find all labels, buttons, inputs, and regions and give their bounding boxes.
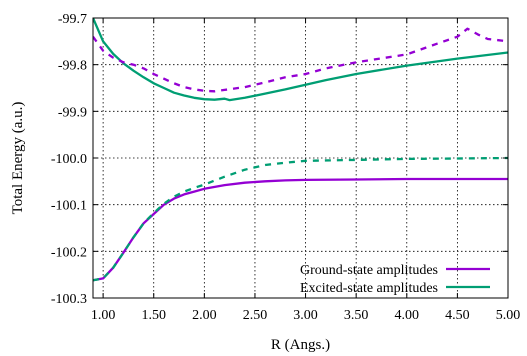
x-tick-label: 2.00	[192, 308, 217, 323]
legend: Ground-state amplitudes Excited-state amp…	[300, 263, 490, 296]
legend-label: Ground-state amplitudes	[300, 263, 438, 278]
y-tick-label: -99.7	[58, 12, 87, 27]
series-line-3	[93, 27, 508, 93]
x-tick-label: 2.50	[243, 308, 268, 323]
y-tick-label: -100.0	[51, 152, 87, 167]
series-layer	[93, 18, 508, 282]
y-tick-label: -100.3	[51, 292, 87, 307]
x-axis-label: R (Angs.)	[271, 337, 330, 353]
x-tick-label: 1.50	[141, 308, 166, 323]
x-tick-label: 3.00	[293, 308, 318, 323]
x-tick-label: 1.00	[91, 308, 116, 323]
y-tick-label: -100.1	[51, 199, 87, 214]
x-tick-label: 4.00	[395, 308, 420, 323]
y-tick-label: -100.2	[51, 245, 87, 260]
x-tick-label: 5.00	[496, 308, 521, 323]
y-axis-label: Total Energy (a.u.)	[10, 102, 26, 215]
tick-layer: 1.00 1.50 2.00 2.50 3.00 3.50 4.00 4.50 5.00 -99.…	[51, 12, 520, 323]
series-line-4	[93, 156, 508, 282]
x-tick-label: 3.50	[344, 308, 369, 323]
y-tick-label: -99.9	[58, 105, 87, 120]
series-line-2	[93, 18, 508, 102]
legend-label: Excited-state amplitudes	[300, 281, 438, 296]
x-tick-label: 4.50	[445, 308, 470, 323]
y-tick-label: -99.8	[58, 59, 87, 74]
